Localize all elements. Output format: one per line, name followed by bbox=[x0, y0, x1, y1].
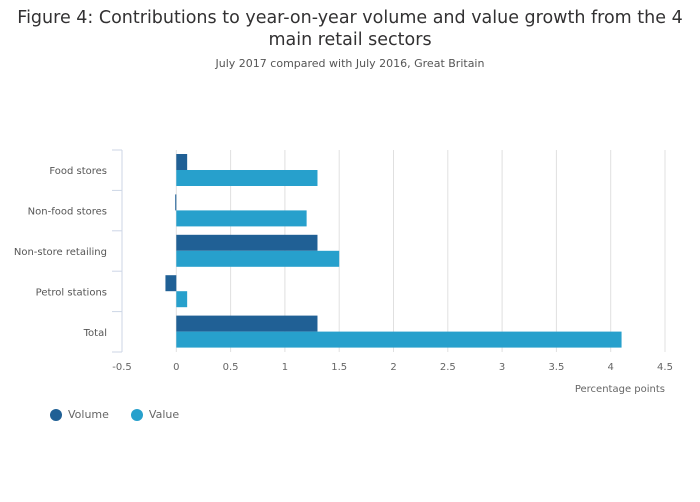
y-tick-label: Non-store retailing bbox=[14, 247, 107, 258]
bar-volume bbox=[176, 154, 188, 170]
x-tick-label: 1 bbox=[282, 362, 288, 373]
legend-item-volume[interactable]: Volume bbox=[50, 408, 109, 421]
x-tick-label: 1.5 bbox=[331, 362, 347, 373]
x-tick-label: 0.5 bbox=[223, 362, 239, 373]
x-tick-label: 0 bbox=[173, 362, 179, 373]
x-tick-label: 2.5 bbox=[440, 362, 456, 373]
legend-marker-value bbox=[130, 408, 143, 421]
bar-volume bbox=[165, 275, 177, 292]
legend: Volume Value bbox=[50, 408, 179, 421]
legend-item-value[interactable]: Value bbox=[130, 408, 180, 421]
bar-value bbox=[176, 170, 318, 186]
y-tick-label: Food stores bbox=[49, 166, 107, 177]
legend-marker-volume bbox=[50, 408, 62, 421]
y-tick-label: Petrol stations bbox=[36, 287, 107, 298]
x-axis-title: Percentage points bbox=[575, 384, 665, 395]
y-tick-label: Non-food stores bbox=[28, 207, 107, 218]
legend-label-value: Value bbox=[148, 408, 180, 421]
chart-subtitle: July 2017 compared with July 2016, Great… bbox=[215, 57, 485, 70]
y-tick-label: Total bbox=[83, 328, 107, 339]
x-tick-label: 4.5 bbox=[657, 362, 673, 373]
bar-volume bbox=[176, 234, 318, 251]
bar-volume bbox=[176, 315, 318, 332]
bar-value bbox=[176, 210, 307, 227]
bar-value bbox=[176, 250, 340, 267]
legend-label-volume: Volume bbox=[68, 408, 109, 421]
x-tick-label: 3 bbox=[499, 362, 505, 373]
bar-value bbox=[176, 291, 188, 308]
x-tick-label: -0.5 bbox=[112, 362, 132, 373]
x-tick-label: 2 bbox=[390, 362, 396, 373]
x-tick-label: 3.5 bbox=[548, 362, 564, 373]
x-tick-label: 4 bbox=[608, 362, 614, 373]
bar-value bbox=[176, 331, 622, 348]
chart-title: Figure 4: Contributions to year-on-year … bbox=[17, 8, 683, 50]
bar-volume bbox=[175, 194, 177, 211]
